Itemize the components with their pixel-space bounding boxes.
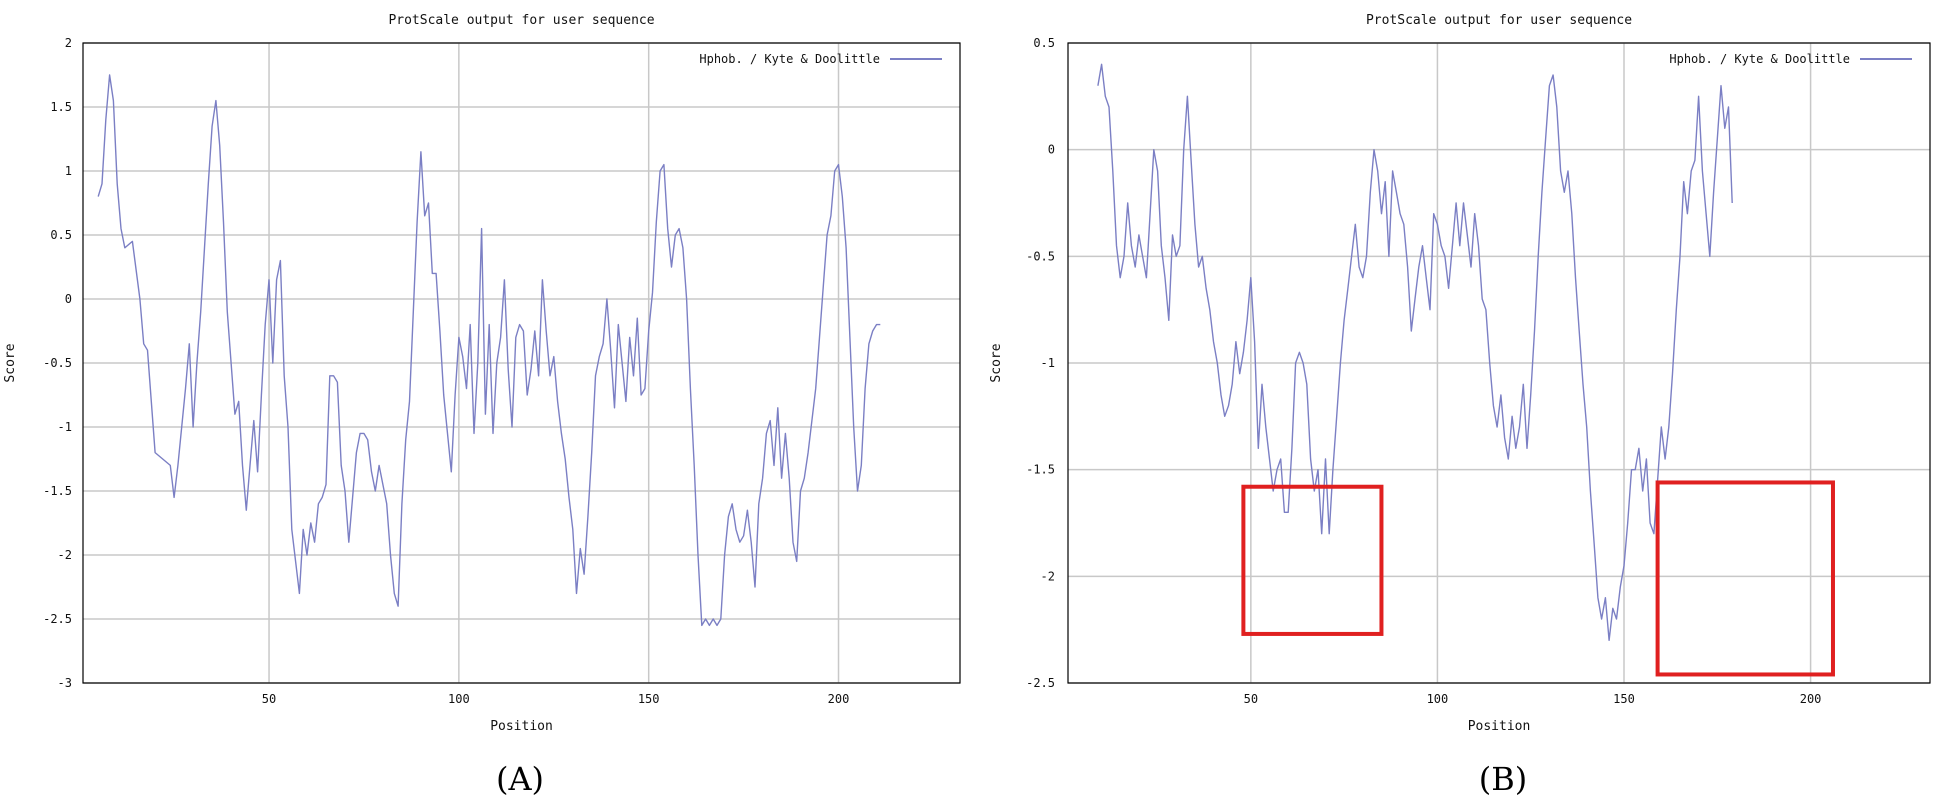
series-line-hydrophobicity <box>97 74 881 627</box>
panel-label: (B) <box>1479 760 1527 798</box>
x-tick-label: 100 <box>1427 692 1449 706</box>
highlight-box <box>1241 484 1384 636</box>
y-axis-label: Score <box>3 343 18 382</box>
y-tick-label: -1 <box>1041 356 1055 370</box>
y-tick-label: -2 <box>1041 569 1055 583</box>
y-tick-label: 0 <box>1048 143 1055 157</box>
y-tick-label: -0.5 <box>43 356 72 370</box>
y-tick-label: 2 <box>65 36 72 50</box>
legend-label: Hphob. / Kyte & Doolittle <box>1669 52 1850 66</box>
y-tick-label: -3 <box>58 676 72 690</box>
x-tick-label: 200 <box>1800 692 1822 706</box>
y-tick-label: 1.5 <box>50 100 72 114</box>
y-tick-label: 0.5 <box>50 228 72 242</box>
y-tick-label: -1 <box>58 420 72 434</box>
y-tick-label: -2.5 <box>1026 676 1055 690</box>
x-tick-label: 200 <box>828 692 850 706</box>
y-tick-label: 0.5 <box>1033 36 1055 50</box>
x-axis-label: Position <box>1468 719 1531 734</box>
x-tick-label: 150 <box>638 692 660 706</box>
legend-label: Hphob. / Kyte & Doolittle <box>699 52 880 66</box>
y-tick-label: 1 <box>65 164 72 178</box>
x-axis-label: Position <box>490 719 553 734</box>
y-tick-label: -2.5 <box>43 612 72 626</box>
highlight-box <box>1655 480 1835 677</box>
y-tick-label: -0.5 <box>1026 249 1055 263</box>
y-tick-label: -2 <box>58 548 72 562</box>
chart-panel-b: ProtScale output for user sequence 0.5 0 -0… <box>989 13 1931 798</box>
plot-frame <box>1067 42 1931 684</box>
y-tick-label: -1.5 <box>1026 463 1055 477</box>
y-tick-label: 0 <box>65 292 72 306</box>
panel-label: (A) <box>496 760 544 798</box>
series-line-hydrophobicity <box>1097 63 1733 641</box>
x-tick-label: 150 <box>1613 692 1635 706</box>
chart-panel-a: ProtScale output for user sequence21.510… <box>3 13 961 798</box>
plot-frame <box>82 42 961 684</box>
y-tick-label: -1.5 <box>43 484 72 498</box>
x-tick-label: 50 <box>262 692 276 706</box>
chart-title: ProtScale output for user sequence <box>388 13 654 28</box>
x-tick-label: 50 <box>1244 692 1258 706</box>
y-axis-label: Score <box>989 343 1004 382</box>
x-tick-label: 100 <box>448 692 470 706</box>
chart-title: ProtScale output for user sequence <box>1366 13 1632 28</box>
